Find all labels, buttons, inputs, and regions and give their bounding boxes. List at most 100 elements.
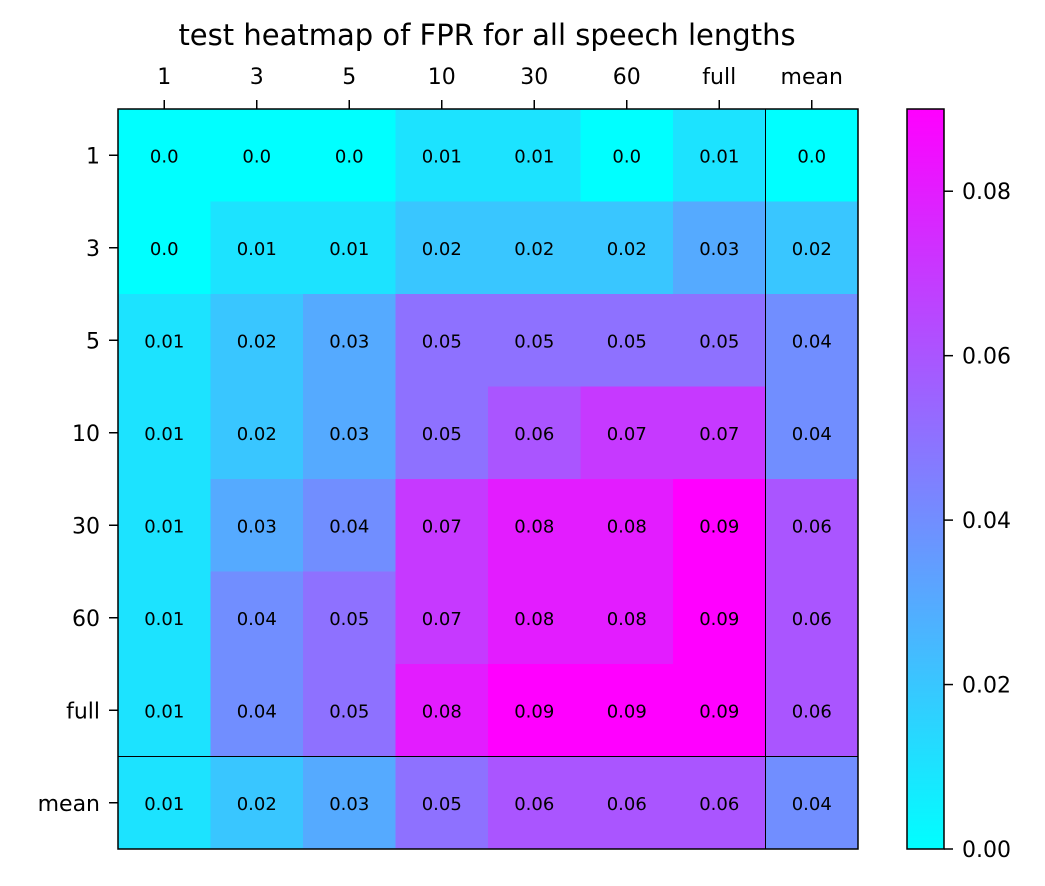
heatmap-cell	[395, 294, 489, 387]
heatmap-cell	[765, 479, 859, 572]
heatmap-cell	[673, 571, 766, 665]
cell-value-label: 0.01	[144, 701, 184, 722]
heatmap-cell	[488, 109, 581, 202]
heatmap-cell	[488, 294, 581, 387]
cell-value-label: 0.02	[607, 239, 647, 260]
x-tick-label: 10	[428, 65, 456, 90]
heatmap-cell	[395, 479, 489, 572]
cell-value-label: 0.0	[335, 146, 364, 167]
heatmap-cell	[210, 664, 304, 757]
heatmap-cell	[303, 756, 396, 850]
cell-value-label: 0.01	[144, 331, 184, 352]
cell-value-label: 0.04	[329, 516, 369, 537]
cell-value-label: 0.06	[607, 794, 647, 815]
cell-value-label: 0.02	[422, 239, 462, 260]
x-tick-label: 60	[613, 65, 641, 90]
heatmap-cell	[580, 109, 674, 202]
y-tick-label: 60	[72, 607, 100, 632]
heatmap-cell	[673, 294, 766, 387]
y-tick-label: 10	[72, 422, 100, 447]
cell-value-label: 0.06	[792, 701, 832, 722]
y-axis-ticks: 1 3 5 10 30 60 full mean	[38, 144, 118, 817]
heatmap-cell	[488, 479, 581, 572]
heatmap-cell	[580, 756, 674, 850]
cell-value-label: 0.01	[514, 146, 554, 167]
x-axis-ticks: 1 3 5 10 30 60 full mean	[157, 65, 843, 109]
heatmap-cell	[488, 664, 581, 757]
y-tick-label: full	[66, 699, 100, 724]
heatmap-cell	[395, 109, 489, 202]
cell-value-label: 0.03	[329, 424, 369, 445]
cell-value-label: 0.08	[514, 516, 554, 537]
heatmap-cell	[580, 571, 674, 665]
colorbar-ticks: 0.00 0.02 0.04 0.06 0.08	[944, 180, 1011, 863]
heatmap-cell	[580, 664, 674, 757]
cell-value-label: 0.05	[422, 331, 462, 352]
heatmap-cell	[673, 479, 766, 572]
cell-value-label: 0.0	[150, 146, 179, 167]
heatmap-cell	[765, 571, 859, 665]
heatmap-cell	[118, 386, 211, 480]
cell-value-label: 0.08	[607, 609, 647, 630]
cell-value-label: 0.05	[422, 794, 462, 815]
x-tick-label: 3	[250, 65, 264, 90]
heatmap-cell	[118, 294, 211, 387]
plot-frame	[117, 108, 859, 850]
heatmap-cell	[395, 664, 489, 757]
heatmap-cell	[210, 294, 304, 387]
heatmap-cell	[673, 386, 766, 480]
cell-value-label: 0.09	[699, 609, 739, 630]
colorbar-tick-label: 0.08	[962, 180, 1011, 205]
heatmap-cell	[210, 386, 304, 480]
cell-value-label: 0.05	[329, 701, 369, 722]
cell-value-label: 0.08	[607, 516, 647, 537]
heatmap-cell	[395, 756, 489, 850]
heatmap-cell	[488, 386, 581, 480]
heatmap-cell	[118, 201, 211, 295]
heatmap-cell	[303, 664, 396, 757]
heatmap-cell	[210, 109, 304, 202]
mean-separators	[118, 109, 858, 849]
heatmap-cell	[118, 109, 211, 202]
heatmap-cell	[303, 201, 396, 295]
heatmap-cell	[303, 386, 396, 480]
heatmap-cell	[765, 294, 859, 387]
cell-value-label: 0.05	[607, 331, 647, 352]
cell-value-label: 0.01	[144, 516, 184, 537]
y-tick-label: 30	[72, 514, 100, 539]
cell-value-label: 0.02	[514, 239, 554, 260]
heatmap-cell	[765, 756, 859, 850]
heatmap-cell	[395, 201, 489, 295]
chart-title: test heatmap of FPR for all speech lengt…	[178, 18, 795, 52]
cell-value-label: 0.06	[514, 424, 554, 445]
heatmap-cells	[118, 109, 859, 850]
heatmap-cell	[765, 386, 859, 480]
cell-value-label: 0.07	[422, 609, 462, 630]
cell-value-label: 0.08	[514, 609, 554, 630]
heatmap-cell	[488, 201, 581, 295]
heatmap-cell	[210, 571, 304, 665]
colorbar	[906, 108, 945, 850]
colorbar-tick-label: 0.00	[962, 838, 1011, 863]
y-tick-label: 5	[86, 329, 100, 354]
cell-value-label: 0.01	[144, 609, 184, 630]
cell-value-label: 0.01	[144, 424, 184, 445]
heatmap-cell	[118, 571, 211, 665]
cell-value-label: 0.09	[699, 701, 739, 722]
cell-value-label: 0.01	[237, 239, 277, 260]
cell-value-label: 0.01	[144, 794, 184, 815]
cell-value-label: 0.05	[329, 609, 369, 630]
cell-value-label: 0.02	[237, 424, 277, 445]
cell-value-label: 0.0	[242, 146, 271, 167]
heatmap-cell	[765, 664, 859, 757]
cell-value-label: 0.07	[607, 424, 647, 445]
heatmap-cell	[118, 756, 211, 850]
cell-value-label: 0.09	[699, 516, 739, 537]
colorbar-tick-label: 0.02	[962, 674, 1011, 699]
cell-value-label: 0.01	[699, 146, 739, 167]
heatmap-cell	[580, 294, 674, 387]
cell-value-label: 0.03	[329, 794, 369, 815]
cell-value-label: 0.04	[237, 701, 277, 722]
cell-value-label: 0.06	[792, 609, 832, 630]
